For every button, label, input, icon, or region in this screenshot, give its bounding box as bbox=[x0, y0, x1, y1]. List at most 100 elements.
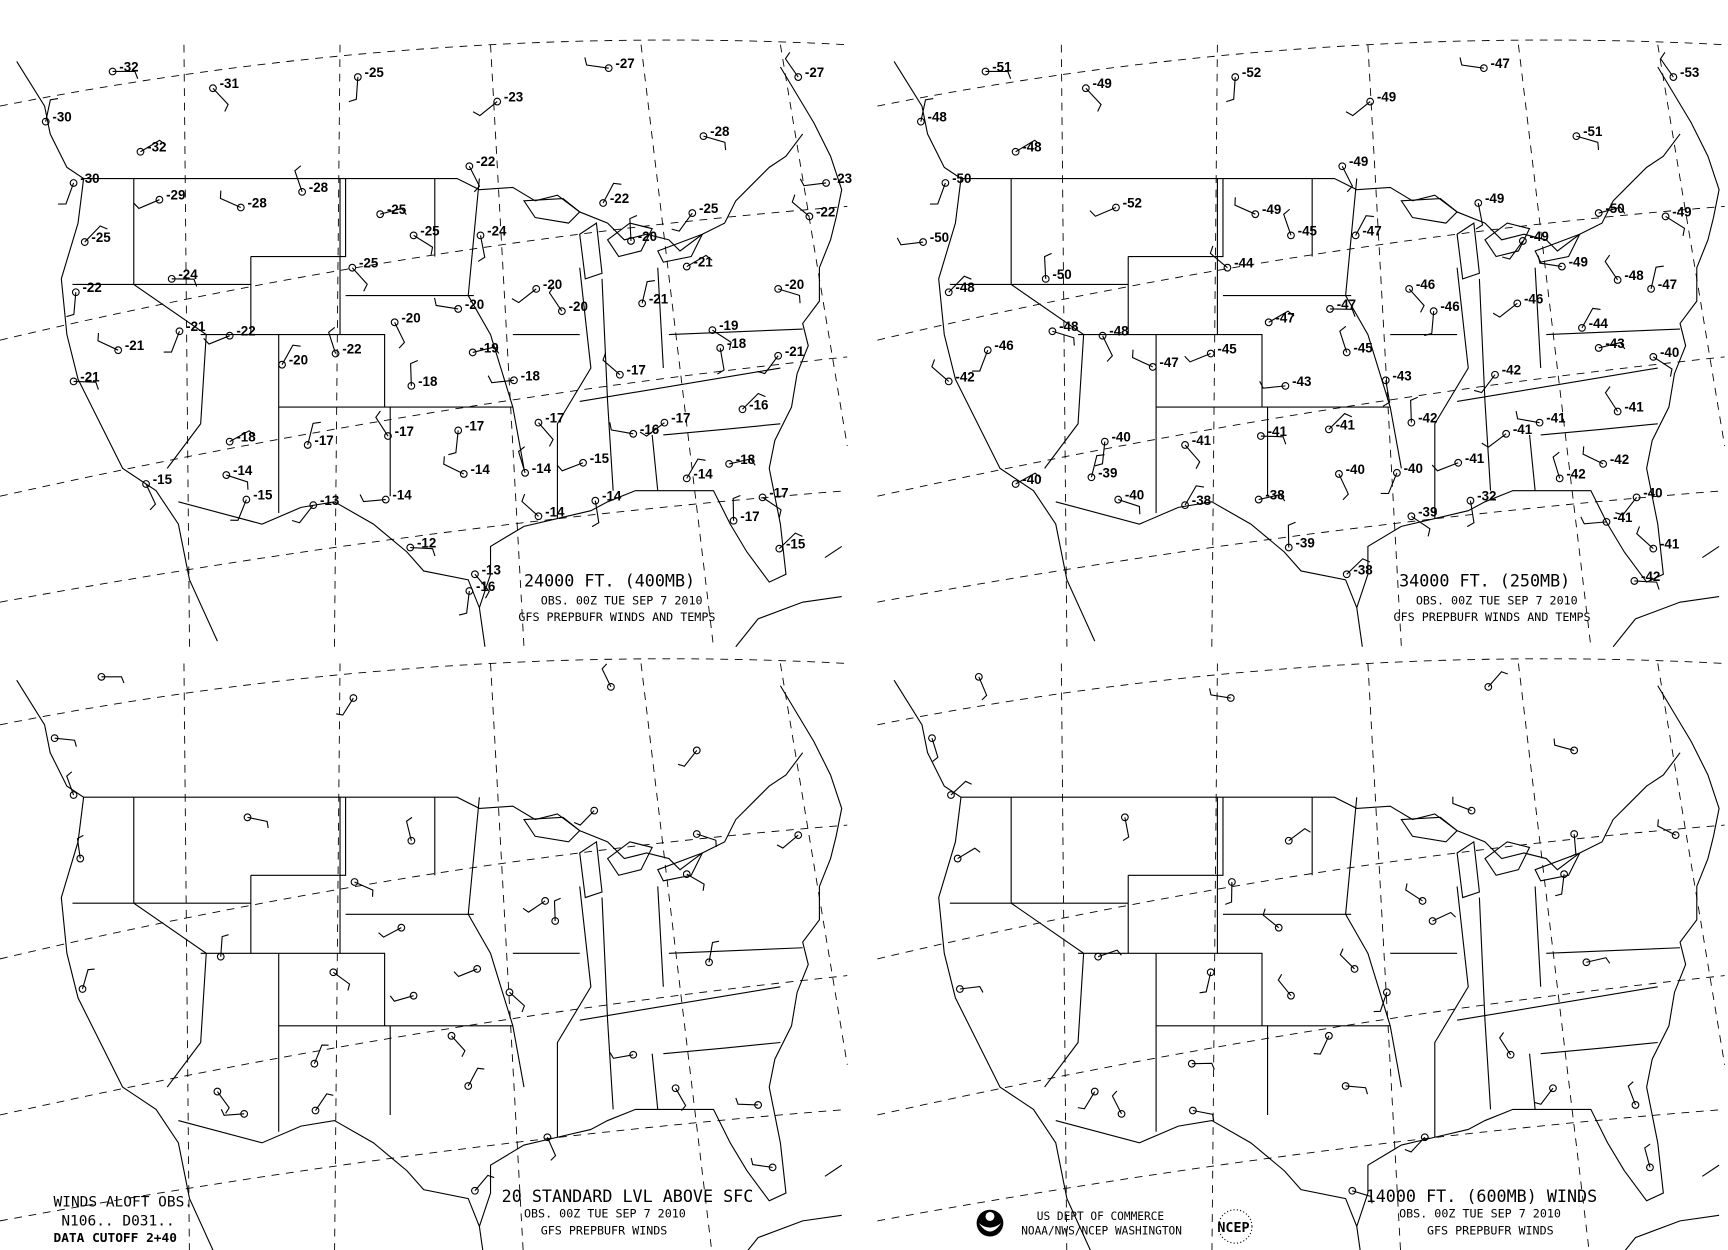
wind-barb bbox=[1339, 948, 1355, 970]
station-circle bbox=[1350, 965, 1359, 973]
wind-barb bbox=[677, 750, 698, 767]
wind-barb bbox=[957, 847, 981, 860]
wind-barb bbox=[220, 934, 229, 957]
station-plot: -39 bbox=[1087, 454, 1117, 482]
station-circle bbox=[768, 1163, 777, 1172]
station-circle bbox=[607, 682, 615, 691]
temperature-value: -38 bbox=[1192, 493, 1212, 508]
wind-barb bbox=[1487, 671, 1508, 688]
station-circle bbox=[1081, 84, 1090, 93]
temperature-value: -28 bbox=[309, 180, 329, 195]
station-plot: -25 bbox=[80, 225, 111, 246]
wind-barb bbox=[696, 833, 717, 847]
wind-barb bbox=[54, 737, 77, 747]
station-plot: -17 bbox=[375, 410, 414, 440]
station-circle bbox=[1613, 407, 1622, 416]
station-circle bbox=[822, 179, 830, 187]
station-circle bbox=[1479, 64, 1488, 73]
wind-barb bbox=[742, 392, 766, 410]
station-plot: -15 bbox=[775, 532, 806, 553]
station-circle bbox=[329, 968, 338, 977]
temperature-value: -50 bbox=[930, 230, 949, 245]
station-circle bbox=[41, 117, 50, 126]
station-plot: -40 bbox=[1114, 488, 1144, 515]
station-plot: -20 bbox=[774, 277, 804, 304]
temperature-value: -42 bbox=[1566, 466, 1585, 481]
station-circle bbox=[1582, 958, 1591, 967]
station-circle bbox=[331, 349, 340, 358]
station-circle bbox=[409, 231, 418, 240]
wind-barb bbox=[717, 347, 725, 375]
wind-barb bbox=[433, 297, 459, 310]
station-circle bbox=[1256, 432, 1265, 440]
wind-barb bbox=[84, 225, 108, 243]
temperature-value: -50 bbox=[952, 171, 971, 186]
station-circle bbox=[692, 746, 701, 755]
station-plot: -40 bbox=[1335, 462, 1365, 501]
temperature-value: -14 bbox=[532, 461, 552, 476]
station-plot: -28 bbox=[699, 124, 730, 151]
station-plot: -44 bbox=[1578, 307, 1609, 332]
wind-barb bbox=[405, 816, 413, 841]
wind-barb bbox=[931, 359, 950, 382]
wind-barb bbox=[629, 214, 638, 241]
wind-barb bbox=[474, 573, 490, 599]
temperature-value: -38 bbox=[1265, 488, 1285, 503]
temperature-value: -25 bbox=[420, 223, 440, 238]
station-plot: -48 bbox=[1098, 324, 1129, 362]
station-circle bbox=[353, 73, 362, 81]
station-plot: -21 bbox=[757, 344, 805, 375]
temperature-value: -17 bbox=[627, 363, 646, 378]
wind-barb bbox=[1077, 1091, 1096, 1110]
station-circle bbox=[1429, 307, 1438, 316]
wind-barb bbox=[294, 165, 303, 193]
station-plot: -45 bbox=[1283, 208, 1318, 240]
station-circle bbox=[758, 493, 767, 502]
wind-barb bbox=[784, 51, 799, 78]
station-circle bbox=[557, 307, 566, 316]
station-plot: -18 bbox=[725, 452, 756, 468]
wind-barb bbox=[1090, 454, 1105, 478]
station-circle bbox=[591, 496, 600, 505]
wind-barb bbox=[1226, 77, 1236, 103]
station-plot: -24 bbox=[167, 267, 198, 287]
wind-barb bbox=[1043, 252, 1052, 279]
temperature-value: -25 bbox=[365, 65, 385, 80]
temperature-value: -28 bbox=[247, 195, 267, 210]
station-plot: -48 bbox=[916, 98, 947, 126]
station-circle bbox=[136, 147, 145, 156]
station-circle bbox=[69, 377, 78, 386]
wind-barb bbox=[591, 500, 600, 528]
wind-barb bbox=[1199, 972, 1212, 994]
temperature-value: -40 bbox=[1660, 345, 1679, 360]
station-circle bbox=[590, 806, 599, 815]
station-plot: -32 bbox=[108, 59, 139, 79]
station-circle bbox=[1572, 132, 1581, 141]
station-circle bbox=[599, 199, 608, 207]
station-plot: -46 bbox=[1405, 277, 1435, 313]
station-circle bbox=[1649, 352, 1658, 361]
station-plot: -49 bbox=[1661, 204, 1692, 236]
temperature-value: -22 bbox=[816, 204, 835, 219]
wind-barb bbox=[556, 462, 584, 472]
temperature-value: -18 bbox=[418, 374, 438, 389]
station-circle bbox=[953, 854, 962, 863]
station-plot: -47 bbox=[1326, 297, 1356, 317]
temperature-value: -14 bbox=[545, 504, 565, 519]
wind-barb bbox=[359, 494, 386, 503]
wind-barb bbox=[477, 235, 486, 262]
wind-barb bbox=[1277, 974, 1292, 997]
station-plot: -42 bbox=[1407, 396, 1437, 427]
station-circle bbox=[1557, 262, 1566, 271]
station-circle bbox=[142, 480, 150, 488]
station-circle bbox=[944, 377, 953, 386]
station-circle bbox=[155, 195, 164, 204]
station-plot: -25 bbox=[409, 223, 440, 255]
temperature-value: -23 bbox=[504, 90, 523, 105]
station-circle bbox=[1348, 1186, 1357, 1195]
station-circle bbox=[390, 318, 399, 327]
station-plot: -24 bbox=[476, 223, 507, 262]
temperature-value: -19 bbox=[479, 340, 498, 355]
station-plot: -20 bbox=[548, 285, 588, 316]
